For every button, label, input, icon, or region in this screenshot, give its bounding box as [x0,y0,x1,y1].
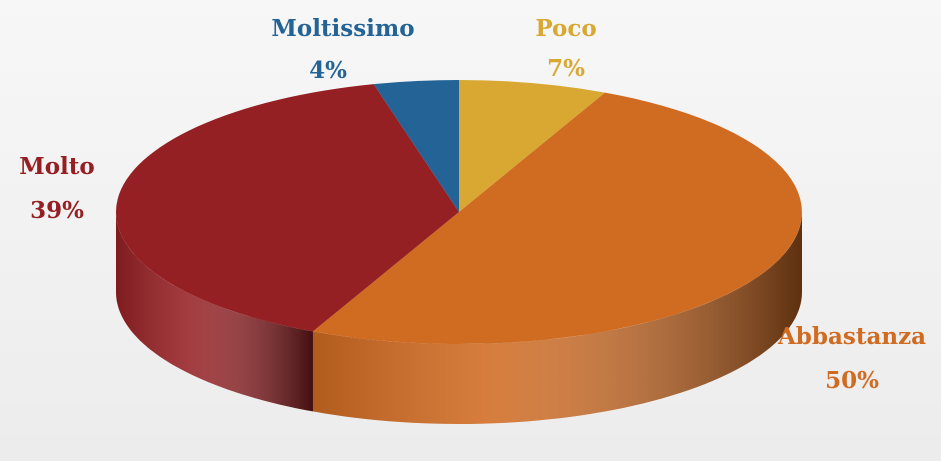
pie-slice [373,80,459,212]
category-label: Poco [535,15,596,42]
category-label: Abbastanza [777,323,926,350]
value-label: 50% [825,367,879,394]
pie-slice [116,84,460,332]
pie-slice [312,92,802,344]
pie-side-shade [116,212,313,412]
category-label: Molto [19,153,95,180]
pie-side-shade [312,212,802,424]
pie-slice [459,80,606,212]
category-label: Moltissimo [271,15,414,42]
value-label: 7% [547,55,585,82]
value-label: 4% [309,57,347,84]
value-label: 39% [30,197,84,224]
